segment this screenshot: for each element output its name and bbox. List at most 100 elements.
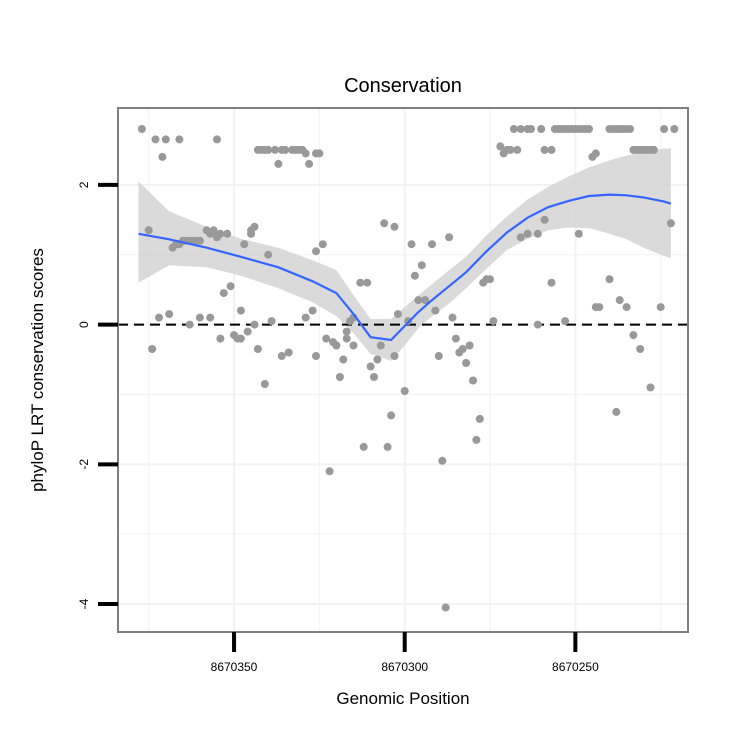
y-tick-label: -4 xyxy=(77,598,91,609)
data-point xyxy=(434,352,443,360)
data-point xyxy=(595,303,604,312)
data-point xyxy=(240,240,249,249)
data-point xyxy=(626,125,634,133)
data-point xyxy=(339,355,348,364)
data-point xyxy=(236,306,245,315)
data-point xyxy=(390,222,399,231)
data-point xyxy=(195,236,204,245)
data-point xyxy=(366,362,375,371)
data-point xyxy=(342,334,351,343)
x-axis-title: Genomic Position xyxy=(336,689,469,708)
data-point xyxy=(533,229,542,238)
data-point xyxy=(236,334,245,343)
y-tick-label: -2 xyxy=(77,459,91,470)
data-point xyxy=(574,229,583,238)
data-point xyxy=(438,456,447,465)
data-point xyxy=(465,341,474,350)
data-point xyxy=(387,411,396,420)
data-point xyxy=(151,135,160,144)
data-point xyxy=(489,317,498,326)
data-point xyxy=(260,380,269,388)
data-point xyxy=(267,317,276,326)
data-point xyxy=(185,320,194,329)
data-point xyxy=(407,240,416,249)
data-point xyxy=(649,145,658,154)
data-point xyxy=(451,334,460,343)
data-point xyxy=(370,373,378,381)
data-point xyxy=(264,250,273,259)
data-point xyxy=(533,320,542,329)
y-axis-title: phyloP LRT conservation scores xyxy=(28,248,47,492)
axis-layer: 2 0 -2 -4 8670350 8670300 8670250 xyxy=(77,181,599,674)
data-point xyxy=(284,348,293,357)
data-point xyxy=(421,296,430,305)
data-point xyxy=(308,306,317,315)
data-point xyxy=(605,275,614,284)
data-point xyxy=(271,145,279,154)
data-point xyxy=(636,345,645,353)
data-point xyxy=(540,215,549,224)
data-point xyxy=(380,219,389,228)
y-tick-label: 0 xyxy=(77,321,91,328)
data-point xyxy=(376,341,385,350)
data-point xyxy=(213,233,221,242)
data-point xyxy=(516,233,525,242)
data-point xyxy=(469,376,477,385)
data-point xyxy=(363,278,372,287)
data-point xyxy=(332,341,341,350)
data-point xyxy=(335,373,344,381)
data-point xyxy=(417,261,426,270)
data-point xyxy=(356,278,365,287)
data-point xyxy=(591,149,600,158)
smooth-line-layer xyxy=(138,193,672,342)
x-tick-label: 8670250 xyxy=(552,660,599,674)
data-point xyxy=(274,159,283,168)
y-tick-label: 2 xyxy=(77,181,91,188)
data-point xyxy=(155,313,163,322)
data-point xyxy=(660,125,669,133)
data-point xyxy=(441,603,450,612)
data-point xyxy=(250,320,259,329)
data-point xyxy=(342,327,351,336)
data-point xyxy=(561,317,570,326)
data-point xyxy=(496,142,505,151)
data-point xyxy=(540,145,549,154)
data-point xyxy=(656,303,665,312)
data-point xyxy=(281,145,290,154)
data-point xyxy=(219,289,228,298)
data-point xyxy=(393,310,402,319)
data-point xyxy=(547,145,556,154)
data-point xyxy=(513,145,522,154)
data-point xyxy=(373,355,382,364)
data-point xyxy=(312,247,320,256)
data-point xyxy=(414,296,423,305)
data-point xyxy=(547,278,556,287)
data-point xyxy=(243,327,252,336)
data-point xyxy=(462,359,471,367)
data-point xyxy=(213,135,221,144)
data-point xyxy=(195,313,204,322)
data-point xyxy=(486,275,494,284)
data-point xyxy=(158,152,167,161)
data-point xyxy=(445,233,454,242)
chart-title: Conservation xyxy=(344,75,462,97)
x-tick-label: 8670350 xyxy=(211,660,258,674)
data-point xyxy=(315,149,324,158)
data-point xyxy=(325,467,334,476)
data-point xyxy=(400,387,409,395)
data-point xyxy=(322,334,331,343)
data-point xyxy=(458,345,467,353)
data-point xyxy=(175,135,184,144)
confidence-ribbon xyxy=(138,148,671,361)
data-point xyxy=(585,125,593,133)
data-point xyxy=(612,407,621,416)
confidence-ribbon-layer xyxy=(138,148,671,361)
data-point xyxy=(523,229,532,238)
data-point xyxy=(144,226,153,235)
data-point xyxy=(390,352,399,360)
data-point xyxy=(527,125,535,133)
smooth-line xyxy=(138,193,672,342)
data-point xyxy=(305,159,314,168)
data-point xyxy=(666,219,675,228)
data-point xyxy=(359,442,368,451)
